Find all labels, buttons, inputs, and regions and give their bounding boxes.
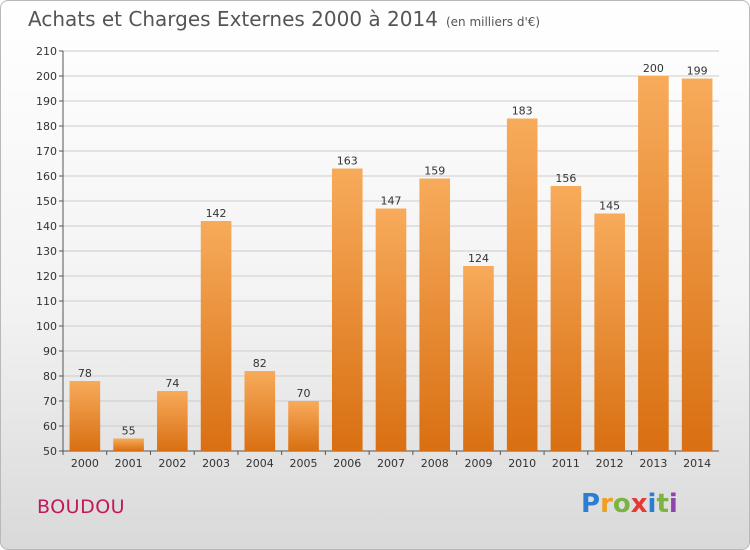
bar-2014 xyxy=(681,78,713,451)
bar-2009 xyxy=(463,266,494,451)
bar-2000 xyxy=(69,381,101,451)
x-tick-label: 2005 xyxy=(290,457,318,470)
y-tick-label: 100 xyxy=(36,320,57,333)
data-label: 156 xyxy=(555,172,576,185)
bar-2005 xyxy=(288,401,319,451)
proxiti-logo: Proxiti xyxy=(581,489,678,519)
x-tick-label: 2012 xyxy=(596,457,624,470)
y-tick-label: 120 xyxy=(36,270,57,283)
bar-2008 xyxy=(419,178,451,451)
y-tick-label: 140 xyxy=(36,220,57,233)
y-tick-label: 130 xyxy=(36,245,57,258)
chart-unit: (en milliers d'€) xyxy=(445,15,541,29)
data-label: 159 xyxy=(424,165,445,178)
y-tick-label: 200 xyxy=(36,70,57,83)
data-label: 200 xyxy=(643,62,664,75)
data-label: 70 xyxy=(297,387,311,400)
commune-name: BOUDOU xyxy=(37,496,126,518)
x-tick-label: 2011 xyxy=(552,457,580,470)
data-label: 124 xyxy=(468,252,489,265)
x-tick-label: 2008 xyxy=(421,457,449,470)
data-label: 82 xyxy=(253,357,267,370)
y-tick-label: 90 xyxy=(43,345,57,358)
bar-2012 xyxy=(594,213,625,451)
data-label: 142 xyxy=(206,207,227,220)
bar-2013 xyxy=(638,76,669,451)
bar-2010 xyxy=(506,118,538,451)
x-tick-label: 2006 xyxy=(333,457,361,470)
bar-2007 xyxy=(375,208,407,451)
data-label: 183 xyxy=(512,105,533,118)
bar-2011 xyxy=(550,186,582,451)
x-tick-label: 2002 xyxy=(158,457,186,470)
y-tick-label: 60 xyxy=(43,420,57,433)
x-tick-label: 2003 xyxy=(202,457,230,470)
data-label: 74 xyxy=(165,377,179,390)
x-tick-label: 2007 xyxy=(377,457,405,470)
y-tick-label: 160 xyxy=(36,170,57,183)
y-tick-label: 110 xyxy=(36,295,57,308)
data-label: 78 xyxy=(78,367,92,380)
data-label: 199 xyxy=(687,65,708,78)
bar-2006 xyxy=(331,168,363,451)
data-label: 163 xyxy=(337,155,358,168)
x-tick-label: 2001 xyxy=(115,457,143,470)
x-tick-label: 2000 xyxy=(71,457,99,470)
x-tick-label: 2014 xyxy=(683,457,711,470)
x-tick-label: 2013 xyxy=(639,457,667,470)
y-tick-label: 210 xyxy=(36,45,57,58)
x-tick-label: 2010 xyxy=(508,457,536,470)
chart-title: Achats et Charges Externes 2000 à 2014 (e… xyxy=(28,7,540,31)
y-tick-label: 50 xyxy=(43,445,57,458)
y-tick-label: 150 xyxy=(36,195,57,208)
data-label: 145 xyxy=(599,200,620,213)
data-label: 147 xyxy=(381,195,402,208)
data-label: 55 xyxy=(122,425,136,438)
bar-2003 xyxy=(200,221,232,451)
chart-title-text: Achats et Charges Externes 2000 à 2014 xyxy=(28,7,438,31)
y-tick-label: 190 xyxy=(36,95,57,108)
bar-2001 xyxy=(113,438,144,451)
x-tick-label: 2004 xyxy=(246,457,274,470)
y-tick-label: 80 xyxy=(43,370,57,383)
bar-2002 xyxy=(157,391,188,451)
bar-2004 xyxy=(244,371,276,451)
y-tick-label: 180 xyxy=(36,120,57,133)
x-tick-label: 2009 xyxy=(464,457,492,470)
y-tick-label: 170 xyxy=(36,145,57,158)
y-tick-label: 70 xyxy=(43,395,57,408)
